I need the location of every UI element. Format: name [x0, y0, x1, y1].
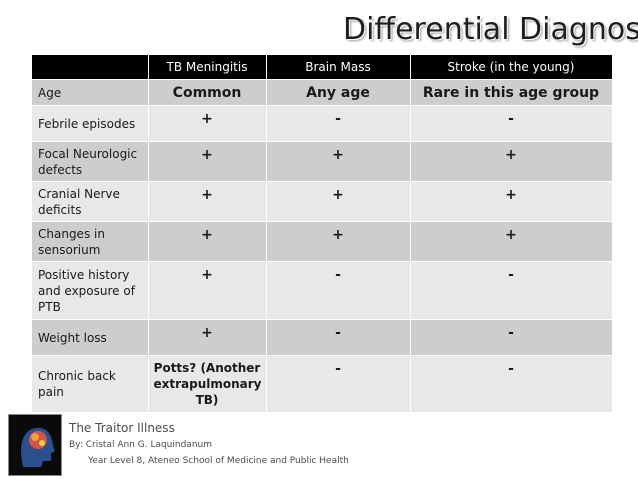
cell-tb: + — [148, 319, 267, 356]
row-label: Febrile episodes — [32, 105, 149, 142]
table-row: Positive history and exposure of PTB + -… — [32, 261, 613, 320]
table-row: Age Common Any age Rare in this age grou… — [32, 79, 613, 106]
cell-mass: + — [266, 141, 411, 182]
header-stroke: Stroke (in the young) — [410, 55, 613, 80]
cell-mass: + — [266, 221, 411, 262]
row-label: Cranial Nerve deficits — [32, 181, 149, 222]
footer-affiliation: Year Level 8, Ateneo School of Medicine … — [88, 456, 349, 466]
row-label: Age — [32, 79, 149, 106]
cell-tb: + — [148, 221, 267, 262]
cell-stroke: - — [410, 105, 613, 142]
cell-mass: - — [266, 261, 411, 320]
cell-tb: + — [148, 181, 267, 222]
cell-stroke: - — [410, 319, 613, 356]
cell-stroke: - — [410, 355, 613, 412]
table-row: Focal Neurologic defects + + + — [32, 141, 613, 182]
slide-title: Differential Diagnosis — [343, 12, 638, 47]
brain-head-icon — [8, 414, 62, 476]
footer-author: By: Cristal Ann G. Laquindanum — [69, 440, 212, 450]
row-label: Focal Neurologic defects — [32, 141, 149, 182]
row-label: Positive history and exposure of PTB — [32, 261, 149, 320]
cell-tb: Potts? (Another extrapulmonary TB) — [148, 355, 267, 412]
header-tb-meningitis: TB Meningitis — [148, 55, 267, 80]
cell-stroke: Rare in this age group — [410, 79, 613, 106]
table-row: Weight loss + - - — [32, 319, 613, 356]
table-header-row: TB Meningitis Brain Mass Stroke (in the … — [32, 55, 613, 80]
table-row: Cranial Nerve deficits + + + — [32, 181, 613, 222]
cell-mass: + — [266, 181, 411, 222]
cell-tb: + — [148, 261, 267, 320]
table-row: Chronic back pain Potts? (Another extrap… — [32, 355, 613, 412]
cell-mass: - — [266, 355, 411, 412]
cell-stroke: - — [410, 261, 613, 320]
header-brain-mass: Brain Mass — [266, 55, 411, 80]
row-label: Changes in sensorium — [32, 221, 149, 262]
cell-stroke: + — [410, 181, 613, 222]
cell-tb: + — [148, 105, 267, 142]
cell-stroke: + — [410, 221, 613, 262]
cell-stroke: + — [410, 141, 613, 182]
row-label: Weight loss — [32, 319, 149, 356]
differential-table: TB Meningitis Brain Mass Stroke (in the … — [32, 55, 613, 412]
header-corner — [32, 55, 149, 80]
row-label: Chronic back pain — [32, 355, 149, 412]
cell-tb: Common — [148, 79, 267, 106]
cell-tb: + — [148, 141, 267, 182]
cell-mass: - — [266, 319, 411, 356]
cell-mass: Any age — [266, 79, 411, 106]
table-row: Changes in sensorium + + + — [32, 221, 613, 262]
table-row: Febrile episodes + - - — [32, 105, 613, 142]
cell-mass: - — [266, 105, 411, 142]
footer-title: The Traitor Illness — [69, 421, 175, 435]
